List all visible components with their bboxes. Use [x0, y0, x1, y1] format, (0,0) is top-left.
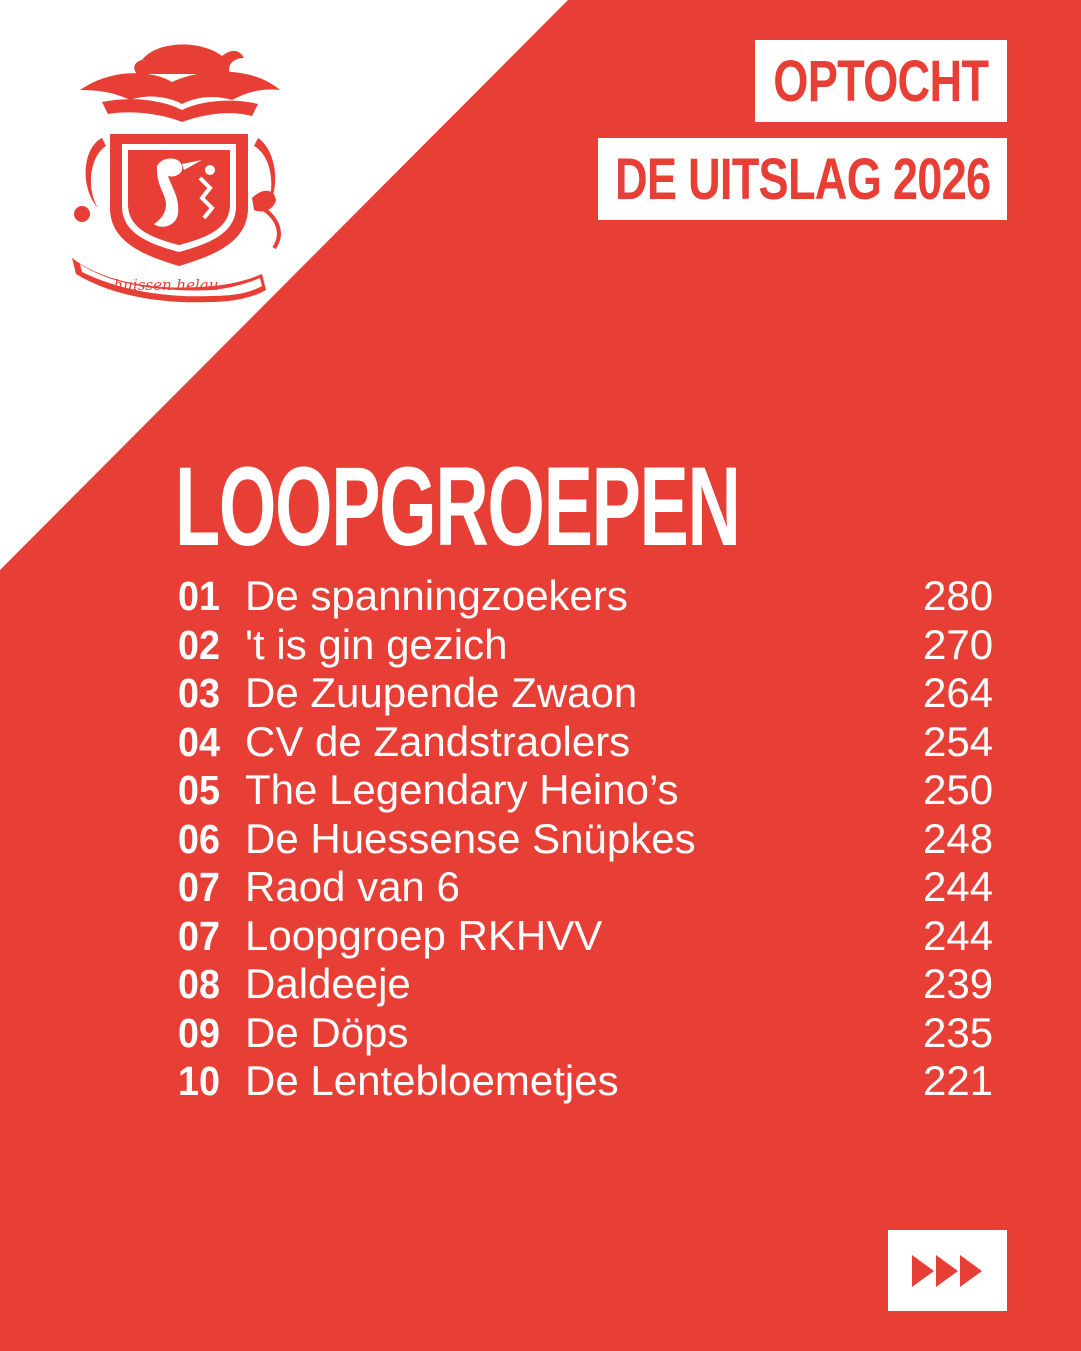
rank: 05: [178, 767, 220, 813]
logo-ribbon-text: huissen helau: [114, 276, 219, 294]
rank: 03: [178, 670, 220, 716]
rank: 02: [178, 621, 220, 668]
list-item: 02 't is gin gezich 270: [178, 621, 1008, 670]
group-name: The Legendary Heino’s: [245, 766, 679, 813]
list-item: 03 De Zuupende Zwaon 264: [178, 669, 1008, 718]
group-name: De Huessense Snüpkes: [245, 814, 696, 862]
group-name: Daldeeje: [245, 960, 411, 1007]
score: 248: [923, 814, 994, 862]
rank: 09: [178, 1009, 220, 1056]
score: 264: [923, 669, 994, 716]
score: 239: [923, 960, 994, 1007]
score: 280: [923, 572, 994, 619]
group-name: De Zuupende Zwaon: [245, 669, 638, 716]
list-item: 06 De Huessense Snüpkes 248: [178, 815, 1008, 864]
results-list: 01 De spanningzoekers 280 02 't is gin g…: [178, 572, 1008, 1106]
score: 221: [923, 1057, 994, 1104]
score: 250: [923, 766, 994, 813]
rank: 04: [178, 718, 220, 765]
rank: 07: [178, 864, 220, 910]
group-name: Raod van 6: [245, 863, 460, 910]
coat-of-arms-icon: huissen helau: [72, 44, 281, 303]
group-name: 't is gin gezich: [245, 620, 508, 668]
group-name: De Lentebloemetjes: [245, 1057, 619, 1104]
group-name: De Döps: [245, 1008, 409, 1056]
list-item: 01 De spanningzoekers 280: [178, 572, 1008, 621]
list-item: 09 De Döps 235: [178, 1009, 1008, 1058]
score: 254: [923, 717, 994, 765]
list-item: 10 De Lentebloemetjes 221: [178, 1057, 1008, 1106]
uitslag-tag: DE UITSLAG 2026: [598, 138, 1007, 220]
list-item: 08 Daldeeje 239: [178, 960, 1008, 1009]
rank: 10: [178, 1058, 220, 1104]
optocht-label: OPTOCHT: [773, 48, 990, 114]
group-name: De spanningzoekers: [245, 572, 628, 619]
next-slide-button[interactable]: [888, 1230, 1007, 1311]
score: 244: [923, 863, 994, 910]
list-item: 04 CV de Zandstraolers 254: [178, 718, 1008, 767]
rank: 01: [178, 573, 220, 619]
uitslag-label: DE UITSLAG 2026: [614, 146, 991, 212]
list-item: 05 The Legendary Heino’s 250: [178, 766, 1008, 815]
fast-forward-icon: [911, 1254, 982, 1287]
coat-of-arms-logo: huissen helau: [62, 38, 302, 308]
section-title: LOOPGROEPEN: [175, 444, 741, 569]
score: 244: [923, 911, 994, 959]
list-item: 07 Loopgroep RKHVV 244: [178, 912, 1008, 961]
rank: 08: [178, 961, 220, 1007]
score: 270: [923, 620, 994, 668]
group-name: CV de Zandstraolers: [245, 717, 631, 765]
optocht-tag: OPTOCHT: [755, 40, 1007, 122]
rank: 07: [178, 912, 220, 959]
rank: 06: [178, 815, 220, 862]
group-name: Loopgroep RKHVV: [245, 911, 603, 959]
list-item: 07 Raod van 6 244: [178, 863, 1008, 912]
score: 235: [923, 1008, 994, 1056]
